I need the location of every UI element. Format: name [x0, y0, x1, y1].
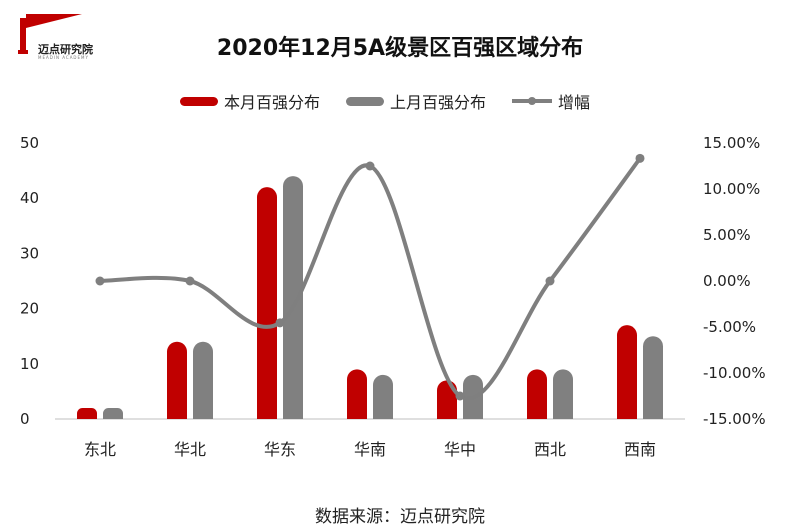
- brand-logo: 迈点研究院 MEADIN ACADEMY: [10, 12, 100, 60]
- growth-point: [365, 161, 375, 171]
- bar-current: [77, 407, 97, 419]
- legend-label-previous: 上月百强分布: [390, 93, 487, 112]
- right-axis-tick-label: 10.00%: [703, 180, 760, 198]
- legend-swatch-current: [180, 96, 218, 106]
- bar-previous: [103, 407, 123, 419]
- category-label: 华中: [444, 440, 476, 459]
- right-axis-tick-label: -10.00%: [703, 364, 766, 382]
- category-label: 东北: [84, 440, 116, 459]
- bar-current: [527, 369, 547, 419]
- bar-current: [347, 369, 367, 419]
- bar-previous: [283, 176, 303, 419]
- left-axis-tick-label: 50: [20, 134, 39, 152]
- category-label: 西北: [534, 440, 566, 459]
- left-axis-tick-label: 0: [20, 410, 30, 428]
- category-label: 华北: [174, 440, 206, 459]
- bar-current: [257, 187, 277, 419]
- right-axis-tick-label: 0.00%: [703, 272, 751, 290]
- bar-previous: [643, 336, 663, 419]
- growth-point: [635, 153, 645, 163]
- left-axis-tick-label: 30: [20, 244, 39, 262]
- category-label: 华南: [354, 440, 386, 459]
- legend-swatch-growth: [512, 97, 553, 105]
- legend-item-current: 本月百强分布: [180, 89, 320, 113]
- category-label: 华东: [264, 440, 296, 459]
- bar-previous: [193, 341, 213, 419]
- legend-item-growth: 增幅: [512, 89, 590, 113]
- source-note: 数据来源：迈点研究院: [315, 507, 485, 527]
- right-axis-tick-label: 5.00%: [703, 226, 751, 244]
- legend-swatch-previous: [346, 96, 385, 106]
- right-axis-tick-label: -15.00%: [703, 410, 766, 428]
- left-axis-tick-label: 20: [20, 300, 39, 318]
- legend-item-previous: 上月百强分布: [346, 89, 486, 113]
- logo-lighthouse-icon: [18, 14, 82, 54]
- category-label: 西南: [624, 440, 656, 459]
- brand-name: 迈点研究院: [38, 43, 93, 56]
- growth-point: [275, 318, 285, 328]
- bar-current: [167, 341, 187, 419]
- left-axis-tick-label: 40: [20, 189, 39, 207]
- brand-subtitle: MEADIN ACADEMY: [38, 55, 89, 60]
- growth-point: [95, 276, 105, 286]
- bar-current: [617, 325, 637, 419]
- growth-point: [185, 276, 195, 286]
- bar-previous: [463, 374, 483, 419]
- left-axis-tick-label: 10: [20, 355, 39, 373]
- chart-title: 2020年12月5A级景区百强区域分布: [216, 36, 584, 61]
- legend-label-growth: 增幅: [558, 93, 591, 112]
- bar-previous: [553, 369, 573, 419]
- chart-legend: 本月百强分布 上月百强分布 增幅: [180, 90, 616, 112]
- right-axis-tick-label: 15.00%: [703, 134, 760, 152]
- right-axis-tick-label: -5.00%: [703, 318, 756, 336]
- legend-label-current: 本月百强分布: [224, 93, 321, 112]
- growth-point: [545, 276, 555, 286]
- bar-previous: [373, 374, 393, 419]
- growth-point: [455, 391, 465, 401]
